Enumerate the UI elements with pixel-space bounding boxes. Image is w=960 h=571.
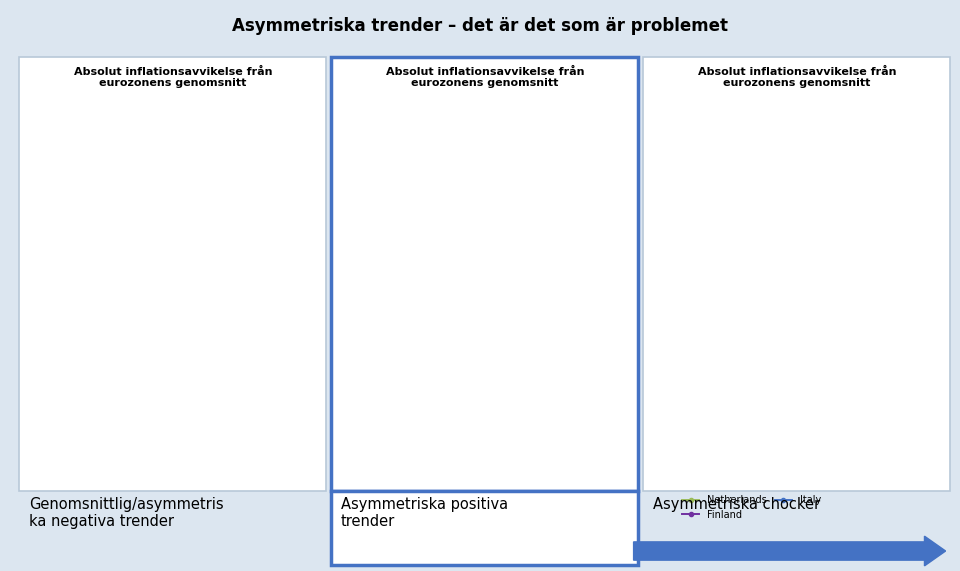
Text: Asymmetriska chocker: Asymmetriska chocker <box>653 497 820 512</box>
Legend: Germany, France, Austria: Germany, France, Austria <box>54 476 265 494</box>
Text: Asymmetriska trender – det är det som är problemet: Asymmetriska trender – det är det som är… <box>232 17 728 35</box>
Legend: Ireland, Greece, Spain, Portugal: Ireland, Greece, Spain, Portugal <box>366 476 626 494</box>
Legend: Belgium, Netherlands, Finland, Luxembourg, Italy: Belgium, Netherlands, Finland, Luxembour… <box>678 476 865 524</box>
Text: Absolut inflationsavvikelse från
eurozonens genomsnitt: Absolut inflationsavvikelse från eurozon… <box>386 67 584 89</box>
Text: Absolut inflationsavvikelse från
eurozonens genomsnitt: Absolut inflationsavvikelse från eurozon… <box>698 67 896 89</box>
Text: Absolut inflationsavvikelse från
eurozonens genomsnitt: Absolut inflationsavvikelse från eurozon… <box>74 67 272 89</box>
Text: Genomsnittlig/asymmetris
ka negativa trender: Genomsnittlig/asymmetris ka negativa tre… <box>29 497 224 529</box>
Text: Asymmetriska positiva
trender: Asymmetriska positiva trender <box>341 497 508 529</box>
